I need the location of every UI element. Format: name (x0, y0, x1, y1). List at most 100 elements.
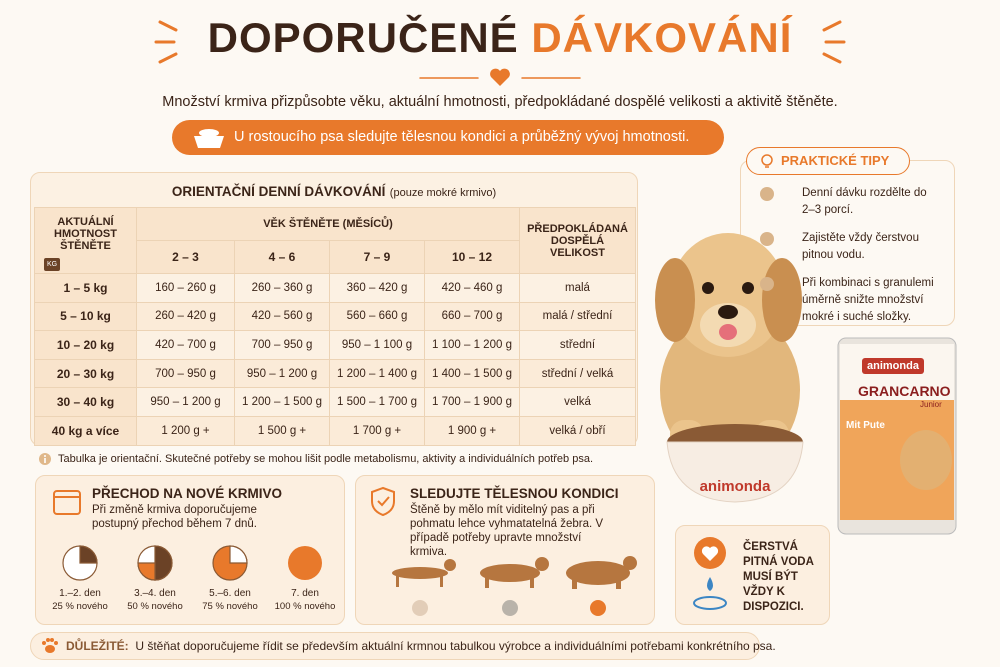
table-cell: 1 900 g + (424, 415, 520, 446)
transition-text: Při změně krmiva doporučujeme postupný p… (92, 504, 257, 530)
table-cell: malá (519, 273, 636, 303)
bowl-icon (194, 129, 224, 148)
table-cell: 950 – 1 100 g (329, 330, 425, 360)
paw-icon (42, 638, 58, 653)
table-row: 10 – 20 kg 420 – 700 g 700 – 950 g 950 – 1 … (34, 330, 636, 360)
age-cell: 4 – 6 (234, 240, 330, 274)
transition-pies (62, 545, 322, 581)
title-decor (154, 20, 846, 86)
table-cell: 560 – 660 g (329, 301, 425, 332)
weight-header: AKTUÁLNÍ HMOTNOST ŠTĚNĚTE (34, 207, 137, 274)
weight-cell: 1 – 5 kg (34, 273, 137, 303)
banner: U rostoucího psa sledujte tělesnou kondi… (172, 120, 724, 155)
food-bowl (666, 424, 804, 503)
table-cell: 1 700 g + (329, 415, 425, 446)
table-cell: 260 – 420 g (136, 301, 235, 332)
weight-cell: 10 – 20 kg (34, 330, 137, 360)
can-brand: animonda (862, 358, 924, 374)
table-cell: 1 200 g + (136, 415, 235, 446)
can-flavor: Mit Pute (846, 420, 885, 431)
table-cell: 700 – 950 g (234, 330, 330, 360)
tip-text: Zajistěte vždy čerstvou pitnou vodu. (802, 232, 919, 261)
footer-line: DŮLEŽITÉ: U štěňat doporučujeme řídit se… (66, 639, 776, 653)
tip-check (760, 187, 774, 201)
subtitle: Množství krmiva přizpůsobte věku, aktuál… (162, 94, 838, 110)
table-cell: 1 400 – 1 500 g (424, 358, 520, 389)
water-text: ČERSTVÁ PITNÁ VODA MUSÍ BÝT VŽDY K DISPO… (743, 541, 814, 613)
table-cell: velká (519, 387, 636, 417)
condition-text: Štěně by mělo mít viditelný pas a při po… (410, 504, 604, 558)
tip-text: Při kombinaci s granulemi úměrně snižte … (802, 277, 934, 323)
step-share: 100 % nového (274, 601, 336, 612)
dosage-table: AKTUÁLNÍ HMOTNOST ŠTĚNĚTE VĚK ŠTĚNĚTE (MĚ… (34, 207, 636, 446)
body-condition-dogs (392, 556, 637, 616)
size-header: PŘEDPOKLÁDANÁ DOSPĚLÁ VELIKOST (519, 207, 636, 274)
bulb-icon (761, 154, 773, 168)
footer-text: U štěňat doporučujeme řídit se především… (135, 639, 776, 653)
table-row: 1 – 5 kg 160 – 260 g 260 – 360 g 360 – 420 … (34, 273, 636, 303)
table-cell: 1 500 – 1 700 g (329, 387, 425, 417)
table-cell: 1 500 g + (234, 415, 330, 446)
table-footnote: Tabulka je orientační. Skutečné potřeby … (58, 453, 594, 465)
shield-icon (371, 486, 395, 516)
table-cell: 160 – 260 g (136, 273, 235, 303)
footer-label: DŮLEŽITÉ: (66, 639, 129, 653)
weight-cell: 5 – 10 kg (34, 301, 137, 332)
step-share: 25 % nového (52, 601, 108, 612)
info-icon (39, 453, 51, 465)
table-cell: 950 – 1 200 g (234, 358, 330, 389)
table-cell: 950 – 1 200 g (136, 387, 235, 417)
title-dark: DOPORUČENÉ (207, 14, 519, 61)
step-day: 3.–4. den (134, 588, 176, 599)
step-day: 1.–2. den (59, 588, 101, 599)
table-cell: 660 – 700 g (424, 301, 520, 332)
transition-title: PŘECHOD NA NOVÉ KRMIVO (92, 486, 283, 501)
condition-box (355, 475, 655, 625)
weight-cell: 20 – 30 kg (34, 358, 137, 389)
table-cell: 1 200 – 1 400 g (329, 358, 425, 389)
step-day: 7. den (291, 588, 319, 599)
table-cell: 420 – 460 g (424, 273, 520, 303)
weight-cell: 40 kg a více (34, 415, 137, 446)
tip-check (760, 277, 774, 291)
footer (30, 632, 760, 660)
age-cell: 7 – 9 (329, 240, 425, 274)
table-cell: 260 – 360 g (234, 273, 330, 303)
table-note: (pouze mokré krmivo) (389, 187, 497, 199)
table-cell: 1 200 – 1 500 g (234, 387, 330, 417)
tip-text: Denní dávku rozdělte do 2–3 porcí. (802, 187, 927, 216)
step-share: 75 % nového (202, 601, 258, 612)
table-cell: 420 – 560 g (234, 301, 330, 332)
can-variant: Junior (920, 400, 942, 409)
age-cell: 2 – 3 (136, 240, 235, 274)
table-cell: střední (519, 330, 636, 360)
step-day: 5.–6. den (209, 588, 251, 599)
table-cell: 1 100 – 1 200 g (424, 330, 520, 360)
table-cell: 1 700 – 1 900 g (424, 387, 520, 417)
water-icons (693, 537, 727, 610)
calendar-icon (53, 490, 81, 515)
table-cell: 420 – 700 g (136, 330, 235, 360)
table-title: ORIENTAČNÍ DENNÍ DÁVKOVÁNÍ (171, 184, 386, 199)
weight-icon: KG (44, 258, 60, 271)
table-cell: velká / obří (519, 415, 636, 446)
bowl-brand: animonda (699, 478, 771, 495)
can-line: GRANCARNO (858, 383, 951, 399)
title-accent: DÁVKOVÁNÍ (531, 14, 793, 61)
title: DOPORUČENÉ DÁVKOVÁNÍ (0, 14, 1000, 62)
table-row: 40 kg a více 1 200 g +1 500 g +1 700 g +1… (34, 415, 636, 446)
step-share: 50 % nového (127, 601, 183, 612)
age-cell: 10 – 12 (424, 240, 520, 274)
weight-cell: 30 – 40 kg (34, 387, 137, 417)
can (837, 337, 957, 535)
table-heading: ORIENTAČNÍ DENNÍ DÁVKOVÁNÍ (pouze mokré … (30, 183, 638, 201)
table-cell: malá / střední (519, 301, 636, 332)
age-header: VĚK ŠTĚNĚTE (MĚSÍCŮ) (136, 207, 520, 241)
tip-check (760, 232, 774, 246)
table-row: 5 – 10 kg 260 – 420 g 420 – 560 g 560 – 660… (34, 301, 636, 332)
tips-title: PRAKTICKÉ TIPY (746, 147, 910, 175)
